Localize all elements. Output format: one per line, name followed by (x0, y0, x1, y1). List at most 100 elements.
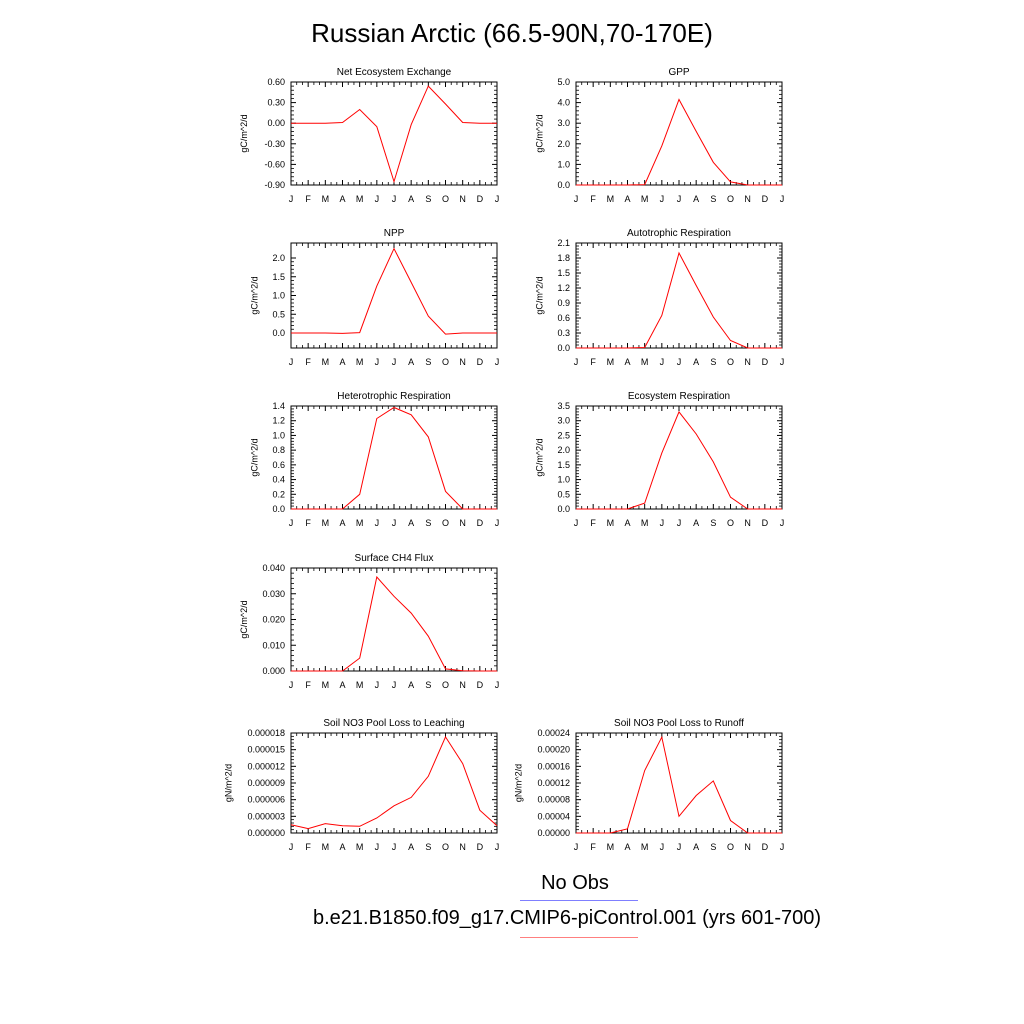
y-tick-label: -0.30 (264, 139, 285, 149)
x-tick-label: M (356, 680, 364, 690)
series-line (576, 98, 782, 186)
plot-frame (290, 242, 498, 349)
x-tick-label: A (624, 194, 630, 204)
x-tick-label: D (477, 194, 484, 204)
y-tick-label: 0.010 (262, 640, 285, 650)
x-tick-label: A (693, 194, 699, 204)
series-line (291, 575, 497, 672)
x-tick-label: F (590, 357, 596, 367)
x-tick-label: A (408, 842, 414, 852)
x-tick-label: M (322, 194, 330, 204)
y-axis-label: gC/m^2/d (249, 438, 259, 476)
y-tick-label: 0.000006 (247, 795, 285, 805)
x-tick-label: F (305, 194, 311, 204)
x-tick-label: J (289, 680, 294, 690)
y-tick-label: 2.0 (272, 253, 285, 263)
plot-frame (290, 81, 498, 186)
x-tick-label: J (392, 518, 397, 528)
x-tick-label: J (780, 842, 785, 852)
x-tick-label: A (339, 680, 345, 690)
plot-frame (575, 732, 783, 834)
y-tick-label: 0.00016 (537, 761, 570, 771)
y-tick-label: 0.00 (267, 118, 285, 128)
series-line (290, 735, 498, 830)
legend-case-label: b.e21.B1850.f09_g17.CMIP6-piControl.001 … (313, 907, 822, 929)
x-tick-label: N (459, 194, 466, 204)
y-tick-label: 0.0 (557, 343, 570, 353)
y-tick-label: 1.5 (557, 460, 570, 470)
y-tick-label: 0.00000 (537, 828, 570, 838)
panel-title: Net Ecosystem Exchange (337, 67, 452, 78)
x-tick-label: J (660, 194, 665, 204)
y-axis-label: gC/m^2/d (249, 276, 259, 314)
y-tick-label: 0.3 (557, 328, 570, 338)
x-tick-label: S (710, 194, 716, 204)
x-tick-label: J (392, 842, 397, 852)
y-tick-label: -0.60 (264, 159, 285, 169)
y-axis-label: gC/m^2/d (239, 600, 249, 638)
x-tick-label: J (677, 357, 682, 367)
y-tick-label: 0.2 (272, 489, 285, 499)
plot-frame (575, 81, 783, 186)
x-tick-label: J (375, 842, 380, 852)
series-line (291, 406, 497, 510)
x-tick-label: M (322, 680, 330, 690)
y-tick-label: 0.5 (557, 489, 570, 499)
x-tick-label: S (710, 842, 716, 852)
x-tick-label: O (727, 842, 734, 852)
y-tick-label: 1.2 (557, 283, 570, 293)
x-tick-label: A (408, 680, 414, 690)
y-tick-label: 0.30 (267, 98, 285, 108)
x-tick-label: J (677, 842, 682, 852)
x-tick-label: A (339, 842, 345, 852)
plot-frame (575, 405, 783, 510)
y-tick-label: 0.0 (557, 180, 570, 190)
x-tick-label: J (289, 357, 294, 367)
x-tick-label: J (495, 680, 500, 690)
y-tick-label: 1.0 (272, 291, 285, 301)
y-tick-label: 0.000018 (247, 728, 285, 738)
x-tick-label: M (356, 194, 364, 204)
x-tick-label: N (744, 518, 751, 528)
legend-obs-label: No Obs (541, 872, 609, 894)
x-tick-label: O (727, 518, 734, 528)
x-tick-label: J (574, 842, 579, 852)
x-tick-label: A (339, 357, 345, 367)
x-tick-label: D (477, 842, 484, 852)
y-axis-label: gN/m^2/d (514, 764, 524, 802)
x-tick-label: J (289, 518, 294, 528)
x-tick-label: N (744, 194, 751, 204)
y-tick-label: 1.0 (557, 475, 570, 485)
x-tick-label: F (305, 357, 311, 367)
y-tick-label: 0.030 (262, 589, 285, 599)
x-tick-label: M (356, 357, 364, 367)
x-tick-label: A (624, 518, 630, 528)
x-tick-label: D (762, 518, 769, 528)
y-tick-label: 0.000 (262, 666, 285, 676)
x-tick-label: J (495, 842, 500, 852)
y-tick-label: 0.040 (262, 563, 285, 573)
y-tick-label: 2.0 (557, 139, 570, 149)
y-tick-label: 0.6 (557, 313, 570, 323)
y-tick-label: 4.0 (557, 98, 570, 108)
x-tick-label: S (425, 194, 431, 204)
x-tick-label: M (607, 518, 615, 528)
x-tick-label: M (607, 194, 615, 204)
x-tick-label: A (408, 357, 414, 367)
y-tick-label: 1.0 (272, 430, 285, 440)
x-tick-label: F (590, 842, 596, 852)
x-tick-label: F (305, 518, 311, 528)
y-tick-label: 0.00004 (537, 811, 570, 821)
y-tick-label: 5.0 (557, 77, 570, 87)
x-tick-label: O (727, 357, 734, 367)
chart-panel-9: J F M A M J J A S O N D J0.000240.000200.000160.0001… (514, 718, 785, 852)
x-tick-label: M (641, 518, 649, 528)
x-tick-label: D (762, 842, 769, 852)
y-tick-label: 3.0 (557, 416, 570, 426)
y-tick-label: 0.0 (272, 328, 285, 338)
y-tick-label: 0.000000 (247, 828, 285, 838)
x-tick-label: N (744, 357, 751, 367)
x-tick-label: J (495, 357, 500, 367)
panel-title: Heterotrophic Respiration (337, 391, 450, 402)
